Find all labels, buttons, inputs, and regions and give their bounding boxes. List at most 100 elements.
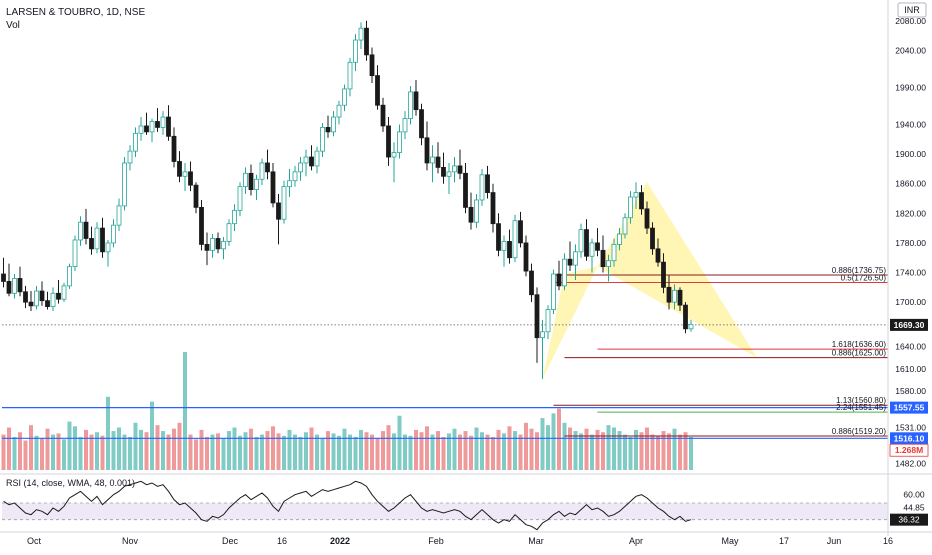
price-tick-label: 1740.00 (895, 268, 926, 278)
volume-bar (496, 429, 501, 470)
volume-bar (469, 435, 473, 470)
price-tick-label: 1610.00 (895, 364, 926, 374)
candle-body (56, 292, 61, 300)
candle-body (45, 300, 50, 307)
volume-bar (227, 431, 231, 470)
volume-bar (260, 434, 264, 470)
volume-bar (249, 428, 253, 470)
volume-bar (683, 432, 688, 470)
volume-bar (359, 429, 363, 470)
candle-body (171, 135, 177, 162)
volume-bar (221, 438, 226, 470)
volume-bar (12, 436, 17, 470)
volume-bar (381, 431, 385, 470)
candle-body (122, 162, 127, 207)
volume-bar (89, 434, 94, 470)
fib-level-label: 1.13(1560.80) (836, 396, 886, 405)
volume-bar (40, 438, 44, 470)
volume-bar (606, 425, 611, 470)
candle-body (232, 209, 237, 225)
candle-body (336, 104, 342, 118)
volume-bar (106, 396, 110, 470)
volume-bar (689, 436, 693, 470)
time-tick-label: 2022 (330, 536, 350, 546)
volume-bar (309, 427, 314, 470)
candle-body (463, 172, 468, 208)
candle-body (617, 233, 622, 245)
candle-body (61, 285, 67, 300)
time-tick-label: Feb (428, 536, 444, 546)
currency-badge[interactable] (897, 2, 927, 18)
volume-bar (551, 413, 556, 470)
volume-bar (56, 433, 61, 470)
volume-bar (414, 429, 418, 470)
candle-body (375, 75, 380, 106)
candle-body (72, 239, 78, 268)
volume-bar (122, 434, 127, 470)
candle-body (111, 224, 116, 244)
fib-level-label: 0.886(1519.20) (832, 427, 887, 436)
candle-body (193, 184, 199, 208)
candle-body (276, 202, 281, 220)
volume-bar (535, 432, 539, 470)
volume-bar (502, 433, 506, 470)
candle-body (402, 118, 408, 133)
candle-body (661, 261, 666, 288)
candle-body (17, 278, 23, 293)
candle-body (34, 290, 39, 307)
volume-bar (667, 433, 671, 470)
candle-body (94, 227, 100, 250)
volume-bar (546, 425, 550, 470)
volume-bar (45, 428, 50, 470)
candle-body (545, 309, 551, 333)
volume-bar (529, 428, 534, 470)
volume-bar (210, 434, 215, 470)
volume-bar (188, 434, 193, 470)
candle-body (67, 266, 72, 287)
volume-bar (634, 429, 638, 470)
candle-body (413, 91, 419, 111)
candle-body (595, 242, 600, 251)
volume-bar (73, 426, 77, 470)
rsi-tick-label: 44.85 (903, 502, 925, 512)
price-tick-label: 1580.00 (895, 386, 926, 396)
time-tick-label: 16 (883, 536, 893, 546)
volume-bar (672, 428, 677, 470)
candle-body (677, 289, 683, 306)
candle-body (556, 273, 562, 287)
volume-bar (612, 427, 616, 470)
candle-body (622, 217, 628, 235)
volume-bar (133, 422, 138, 470)
candle-body (408, 91, 413, 119)
candle-body (320, 127, 325, 152)
candle-body (347, 61, 353, 90)
candle-body (611, 244, 617, 262)
volume-bar (265, 431, 270, 470)
volume-bar (392, 433, 396, 470)
candle-body (540, 331, 545, 339)
candle-body (50, 292, 56, 307)
candle-body (523, 242, 529, 272)
time-tick-label: Oct (27, 536, 42, 546)
fib-level-label: 0.886(1736.75) (832, 266, 887, 275)
candle-body (688, 323, 694, 330)
candle-body (430, 156, 435, 164)
candle-body (155, 121, 160, 128)
volume-bar (139, 429, 143, 470)
candle-body (490, 192, 496, 225)
volume-bar (403, 434, 407, 470)
volume-bar (623, 434, 627, 470)
candle-body (149, 121, 155, 133)
candle-body (292, 171, 298, 182)
candle-body (204, 244, 210, 251)
volume-bar (1, 434, 6, 470)
fib-level-label: 0.5(1726.50) (841, 274, 887, 283)
price-tick-label: 1700.00 (895, 297, 926, 307)
volume-bar (117, 427, 121, 470)
volume-bar (23, 440, 28, 470)
candle-body (6, 281, 12, 294)
volume-bar (568, 427, 572, 470)
candle-body (633, 192, 639, 198)
